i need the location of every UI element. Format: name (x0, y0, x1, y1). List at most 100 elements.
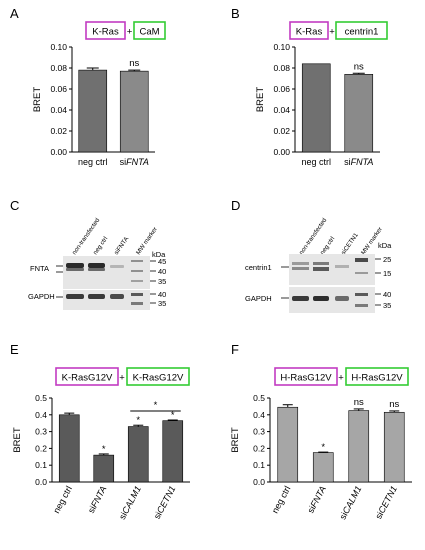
y-tick-label: 0.0 (253, 477, 265, 487)
panel-label-f: F (231, 342, 239, 357)
lane-label: neg ctrl (319, 236, 336, 257)
legend-plus: + (119, 373, 125, 384)
blot-band (66, 263, 84, 268)
y-tick-label: 0.02 (273, 126, 290, 136)
x-tick-label-prefix: si (305, 504, 317, 514)
significance-label: ns (389, 399, 399, 410)
blot-bands-gapdh (66, 293, 143, 305)
panel-label-e: E (10, 342, 19, 357)
bar-chart-a: 0.00 0.02 0.04 0.06 0.08 0.10 BRET neg ctrl ns si… (32, 42, 155, 167)
bar (93, 454, 115, 483)
lane-labels-c: non-transfected neg ctrl siFNTA MW marke… (71, 216, 159, 256)
y-tick-label: 0.2 (35, 443, 47, 453)
mw-marker-label: 40 (158, 290, 166, 299)
x-tick-label-name: neg ctrl (78, 157, 108, 167)
significance-label: * (102, 444, 106, 455)
y-axis-label: BRET (32, 87, 43, 113)
legend-box-magenta (274, 367, 338, 386)
y-tick-label: 0.4 (35, 410, 47, 420)
bar (301, 63, 331, 153)
x-tick-label: neg ctrl (270, 484, 293, 515)
significance-label: ns (354, 61, 364, 72)
x-tick-label: siFNTA (86, 484, 109, 515)
x-tick-label: neg ctrl (51, 484, 74, 515)
blot-band (355, 304, 368, 307)
y-tick-label: 0.5 (253, 393, 265, 403)
mw-marker-label: 25 (383, 255, 391, 264)
x-tick-label: siFNTA (120, 157, 149, 167)
bar-chart-b: 0.00 0.02 0.04 0.06 0.08 0.10 BRET neg ctrl ns si… (255, 42, 380, 167)
y-tick-label: 0.5 (35, 393, 47, 403)
bar (383, 411, 405, 483)
legend-box-label-left: K-RasG12V (62, 373, 113, 384)
x-tick-label: siCALM1 (338, 484, 364, 521)
legend-box-magenta (289, 21, 329, 40)
blot-label-gapdh: GAPDH (28, 292, 55, 301)
bar (58, 414, 80, 483)
x-tick-label: siFNTA (344, 157, 373, 167)
legend-box-label-right: CaM (139, 27, 159, 38)
panel-d: D non-transfected neg ctrl siCETN1 MW ma… (231, 198, 392, 313)
y-tick-label: 0.02 (50, 126, 67, 136)
blot-label-centrin1: centrin1 (245, 263, 272, 272)
y-tick-label: 0.1 (253, 460, 265, 470)
legend-box-green (335, 21, 388, 40)
x-tick-label-name: neg ctrl (270, 484, 293, 515)
panel-label-b: B (231, 6, 240, 21)
blot-band (313, 296, 329, 301)
legend-box-magenta (85, 21, 126, 40)
blot-band (355, 293, 368, 296)
legend-box-label-right: H-RasG12V (351, 373, 403, 384)
blot-band (110, 294, 124, 299)
y-tick-label: 0.0 (35, 477, 47, 487)
x-tick-label-prefix: si (86, 504, 98, 514)
x-tick-label-name: FNTA (126, 157, 149, 167)
blot-band (66, 268, 84, 271)
legend-box-green (345, 367, 409, 386)
x-tick-label: neg ctrl (301, 157, 331, 167)
bar (162, 420, 184, 483)
bar (127, 426, 149, 483)
legend-box-magenta (55, 367, 119, 386)
significance-label: * (136, 415, 140, 426)
legend-plus: + (127, 27, 133, 38)
blot-label-gapdh: GAPDH (245, 294, 272, 303)
legend-box-label-right: K-RasG12V (133, 373, 184, 384)
panel-a: A K-Ras + CaM 0.00 0.02 0.04 0.06 0.08 0.10 BR… (10, 6, 166, 167)
x-tick-label-prefix: si (152, 510, 164, 520)
lane-labels-d: non-transfected neg ctrl siCETN1 MW mark… (298, 216, 384, 256)
y-tick-label: 0.4 (253, 410, 265, 420)
x-tick-label: siFNTA (305, 484, 328, 515)
bar (348, 410, 370, 483)
blot-band (313, 267, 329, 271)
mw-marker-label: 40 (383, 290, 391, 299)
x-tick-label-name: CALM1 (120, 484, 143, 515)
blot-band (131, 302, 143, 305)
legend-plus: + (329, 27, 335, 38)
legend-box-label-left: K-Ras (296, 27, 323, 38)
kda-label: kDa (152, 250, 166, 259)
y-tick-label: 0.3 (35, 427, 47, 437)
blot-band (88, 294, 105, 299)
mw-marker-label: 15 (383, 269, 391, 278)
panel-b: B K-Ras + centrin1 0.000.020.040.060.080… (231, 6, 388, 167)
panel-label-c: C (10, 198, 19, 213)
x-tick-label-name: neg ctrl (301, 157, 331, 167)
y-tick-label: 0.00 (273, 147, 290, 157)
panel-label-d: D (231, 198, 240, 213)
lane-label: siFNTA (113, 235, 131, 256)
panel-f: F H-RasG12V + H-RasG12V 0.0 0.1 0.2 0.3 0.4 0… (230, 342, 412, 521)
x-tick-label-prefix: si (373, 510, 385, 520)
legend-box-green (133, 21, 166, 40)
mw-marker-label: 45 (158, 257, 166, 266)
x-tick-label-prefix: si (117, 511, 129, 521)
blot-image-gapdh (63, 290, 150, 310)
blot-band (131, 280, 143, 282)
mw-marker-label: 35 (158, 277, 166, 286)
blot-band (335, 296, 349, 301)
mw-marker-label: 40 (158, 267, 166, 276)
blot-bands-fnta (66, 260, 143, 282)
lane-label: neg ctrl (92, 236, 109, 257)
blot-band (355, 272, 368, 274)
